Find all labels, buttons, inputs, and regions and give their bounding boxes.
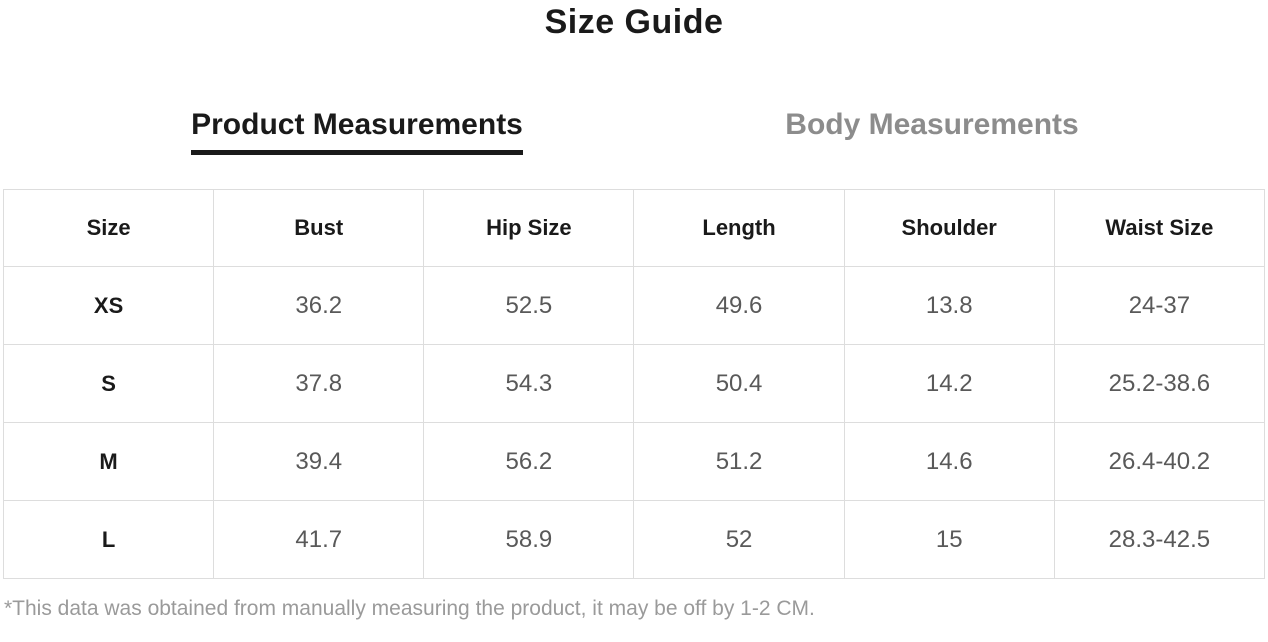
hip-cell: 54.3: [423, 344, 635, 423]
length-cell: 49.6: [633, 266, 845, 345]
bust-cell: 41.7: [213, 500, 425, 579]
shoulder-cell: 13.8: [843, 266, 1055, 345]
tab-product-measurements[interactable]: Product Measurements: [0, 108, 634, 155]
shoulder-cell: 14.2: [843, 344, 1055, 423]
shoulder-cell: 14.6: [843, 422, 1055, 501]
col-header-hip: Hip Size: [423, 189, 635, 267]
shoulder-cell: 15: [843, 500, 1055, 579]
table-header-row: Size Bust Hip Size Length Shoulder Waist…: [2, 189, 1266, 267]
size-table: Size Bust Hip Size Length Shoulder Waist…: [2, 189, 1266, 579]
table-row: S 37.8 54.3 50.4 14.2 25.2-38.6: [2, 344, 1266, 423]
measurement-tabs: Product Measurements Body Measurements: [0, 108, 1268, 155]
size-cell: M: [2, 422, 215, 501]
hip-cell: 58.9: [423, 500, 635, 579]
table-row: XS 36.2 52.5 49.6 13.8 24-37: [2, 266, 1266, 345]
waist-cell: 26.4-40.2: [1053, 422, 1266, 501]
length-cell: 51.2: [633, 422, 845, 501]
col-header-shoulder: Shoulder: [843, 189, 1055, 267]
tab-body-measurements-label: Body Measurements: [785, 108, 1079, 141]
waist-cell: 28.3-42.5: [1053, 500, 1266, 579]
col-header-bust: Bust: [213, 189, 425, 267]
col-header-waist: Waist Size: [1053, 189, 1266, 267]
size-cell: XS: [2, 266, 215, 345]
waist-cell: 24-37: [1053, 266, 1266, 345]
measurement-disclaimer: *This data was obtained from manually me…: [4, 597, 815, 620]
tab-product-measurements-label: Product Measurements: [191, 108, 523, 155]
bust-cell: 37.8: [213, 344, 425, 423]
table-row: L 41.7 58.9 52 15 28.3-42.5: [2, 500, 1266, 579]
col-header-length: Length: [633, 189, 845, 267]
col-header-size: Size: [2, 189, 215, 267]
tab-body-measurements[interactable]: Body Measurements: [634, 108, 1268, 155]
size-cell: L: [2, 500, 215, 579]
page-title: Size Guide: [544, 3, 724, 41]
size-cell: S: [2, 344, 215, 423]
length-cell: 52: [633, 500, 845, 579]
bust-cell: 36.2: [213, 266, 425, 345]
waist-cell: 25.2-38.6: [1053, 344, 1266, 423]
bust-cell: 39.4: [213, 422, 425, 501]
hip-cell: 56.2: [423, 422, 635, 501]
table-row: M 39.4 56.2 51.2 14.6 26.4-40.2: [2, 422, 1266, 501]
length-cell: 50.4: [633, 344, 845, 423]
hip-cell: 52.5: [423, 266, 635, 345]
